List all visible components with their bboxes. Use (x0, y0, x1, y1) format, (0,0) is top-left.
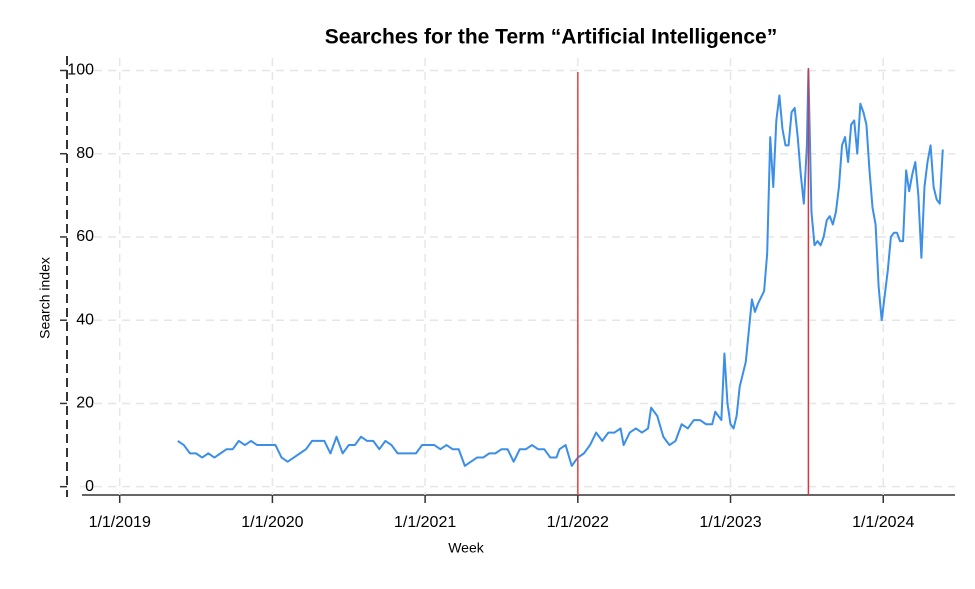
x-tick-label: 1/1/2021 (394, 514, 456, 531)
x-tick-label: 1/1/2020 (241, 514, 303, 531)
y-tick-label: 20 (76, 395, 94, 412)
y-tick-label: 0 (85, 478, 94, 495)
x-tick-label: 1/1/2022 (547, 514, 609, 531)
y-tick-label: 60 (76, 228, 94, 245)
x-tick-label: 1/1/2024 (852, 514, 914, 531)
x-tick-label: 1/1/2023 (699, 514, 761, 531)
y-tick-label: 80 (76, 145, 94, 162)
chart-title: Searches for the Term “Artificial Intell… (325, 26, 777, 49)
y-tick-label: 100 (67, 62, 94, 79)
y-axis-label: Search index (37, 257, 53, 339)
y-tick-label: 40 (76, 311, 94, 328)
x-tick-label: 1/1/2019 (89, 514, 151, 531)
x-axis-label: Week (448, 540, 485, 556)
data-line (177, 69, 944, 467)
